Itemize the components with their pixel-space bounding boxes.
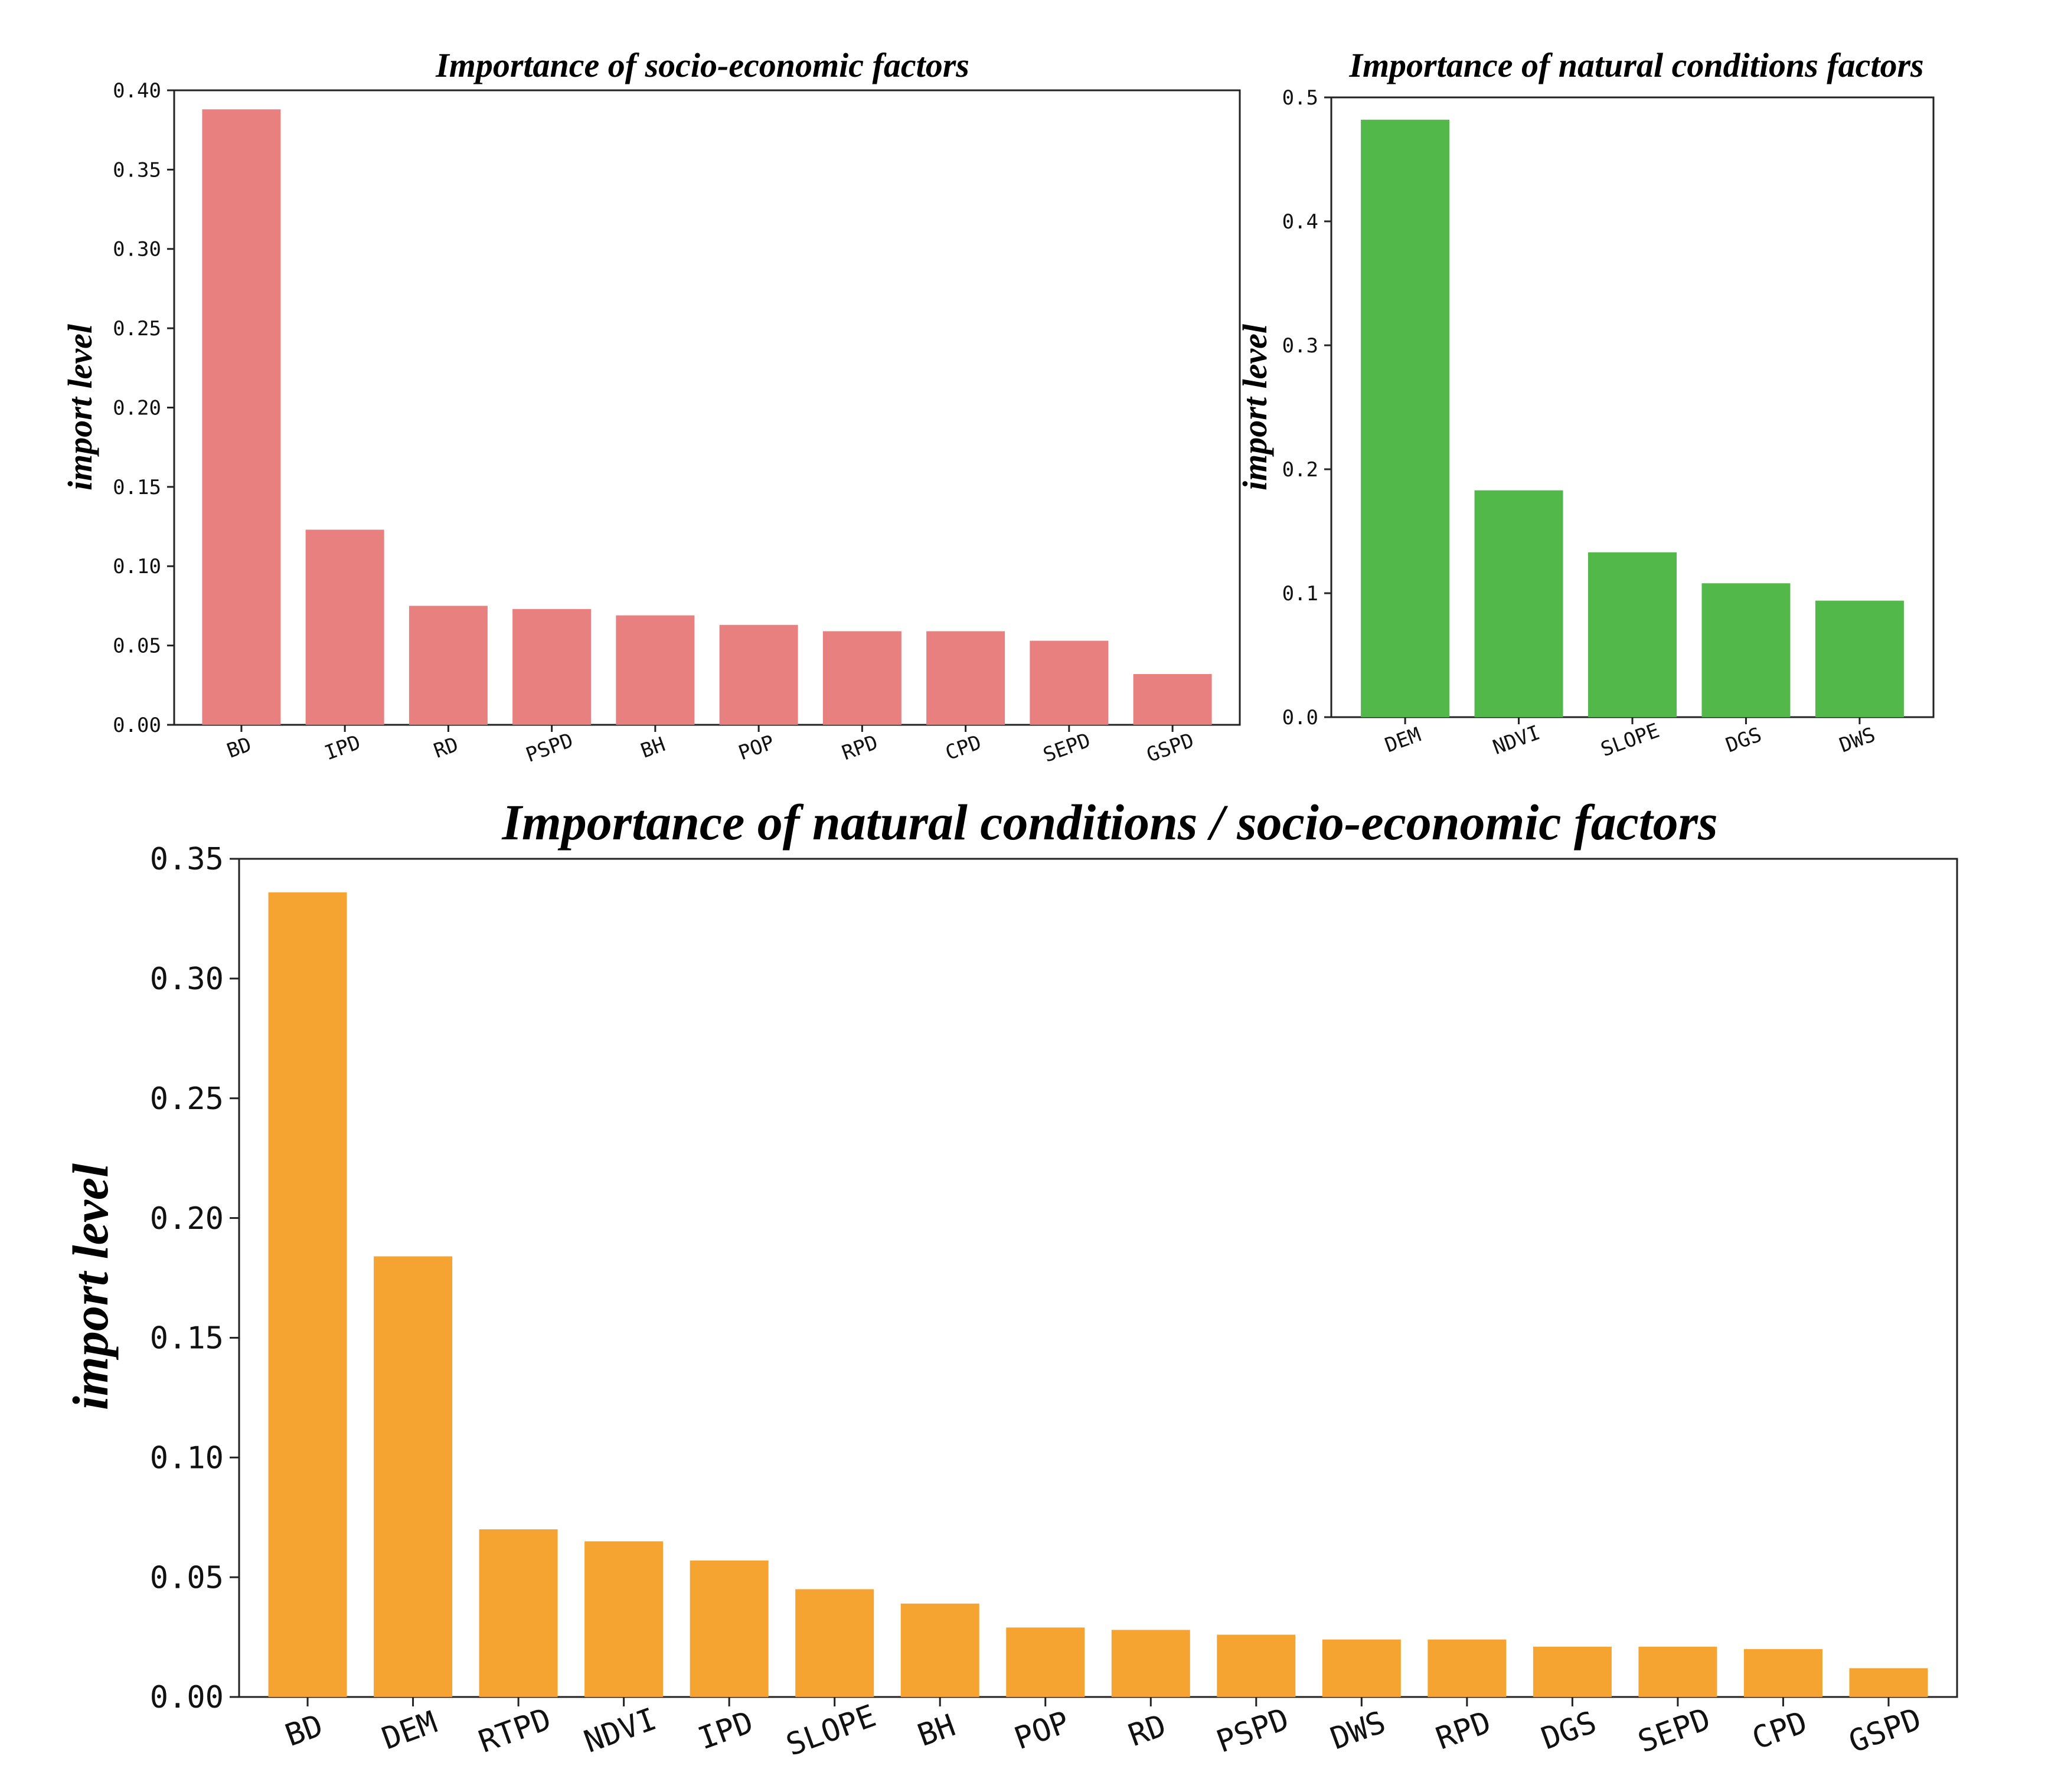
x-tick-label: SEPD [1040,728,1094,767]
y-tick-label: 0.2 [1282,458,1318,482]
bar-slope [795,1589,874,1697]
x-tick-label: RD [431,733,462,763]
x-tick-label: BD [281,1708,328,1754]
chart-combined-factors: Importance of natural conditions / socio… [62,794,1958,1763]
x-tick-label: RPD [1432,1705,1496,1757]
x-tick-label: DGS [1723,723,1765,758]
bar-gspd [1133,674,1212,725]
bar-ndvi [584,1541,664,1697]
bar-sepd [1638,1646,1717,1697]
x-tick-label: POP [736,731,778,766]
x-tick-label: BH [638,733,668,763]
y-axis-label: import level [61,323,99,490]
bar-dem [374,1256,453,1697]
x-tick-label: CPD [1748,1705,1812,1757]
bar-rd [1111,1630,1190,1697]
x-tick-label: POP [1010,1705,1074,1757]
chart-title: Importance of natural conditions factors [1348,46,1923,84]
bar-rpd [1428,1639,1507,1697]
bar-dgs [1533,1646,1612,1697]
y-tick-label: 0.5 [1282,86,1318,110]
bar-cpd [926,631,1005,725]
bar-slope [1588,552,1677,717]
y-tick-label: 0.15 [150,1321,224,1356]
bar-ipd [690,1560,769,1697]
x-tick-label: IPD [694,1705,758,1757]
bar-sepd [1030,640,1109,725]
x-tick-label: DWS [1326,1705,1390,1757]
bar-rpd [822,631,901,725]
bar-cpd [1743,1649,1822,1697]
y-axis-label: import level [1236,323,1274,490]
x-tick-label: DEM [377,1705,442,1757]
y-tick-label: 0.20 [150,1201,224,1237]
bar-dem [1361,119,1450,718]
x-tick-label: DWS [1836,723,1878,758]
y-tick-label: 0.0 [1282,706,1318,730]
x-tick-label: SLOPE [1598,719,1662,762]
x-tick-label: SLOPE [782,1698,881,1763]
x-tick-label: DEM [1382,723,1424,758]
y-tick-label: 0.20 [113,396,161,420]
bar-bd [268,892,347,1697]
bar-bh [900,1603,979,1697]
x-tick-label: CPD [942,731,984,766]
y-tick-label: 0.4 [1282,210,1318,234]
y-tick-label: 0.10 [113,555,161,578]
x-tick-label: BH [913,1708,960,1754]
bar-ndvi [1474,490,1563,717]
chart-socio-economic: Importance of socio-economic factors imp… [61,46,1241,767]
chart-title: Importance of natural conditions / socio… [501,794,1717,851]
chart-title: Importance of socio-economic factors [435,46,969,84]
y-tick-label: 0.3 [1282,334,1318,358]
bar-rtpd [479,1529,558,1697]
bar-dws [1322,1639,1401,1697]
x-tick-label: DGS [1537,1705,1601,1757]
y-tick-label: 0.30 [150,962,224,997]
bar-pspd [1217,1634,1296,1697]
x-tick-label: GSPD [1144,728,1197,767]
x-tick-label: PSPD [1212,1702,1294,1760]
y-tick-label: 0.25 [113,317,161,341]
x-tick-label: GSPD [1844,1702,1926,1760]
bar-pop [1006,1627,1085,1697]
x-tick-label: RTPD [474,1702,556,1760]
y-tick-label: 0.1 [1282,582,1318,606]
y-tick-label: 0.35 [150,842,224,877]
x-tick-label: SEPD [1634,1702,1715,1760]
y-tick-label: 0.00 [113,714,161,737]
y-tick-label: 0.05 [113,635,161,658]
y-tick-label: 0.35 [113,158,161,182]
y-tick-label: 0.00 [150,1680,224,1715]
y-tick-label: 0.40 [113,79,161,103]
x-tick-label: BD [224,733,254,763]
bar-bd [202,109,281,725]
y-tick-label: 0.15 [113,476,161,499]
y-axis-label: import level [62,1163,119,1410]
x-tick-label: NDVI [1490,721,1543,760]
y-tick-label: 0.10 [150,1440,224,1476]
y-tick-label: 0.30 [113,238,161,261]
y-tick-label: 0.05 [150,1560,224,1595]
y-tick-label: 0.25 [150,1081,224,1117]
bar-dgs [1701,583,1791,717]
x-tick-label: RPD [839,731,881,766]
x-tick-label: NDVI [580,1702,661,1760]
x-tick-label: PSPD [523,728,577,767]
bar-bh [616,615,695,725]
x-tick-label: RD [1124,1708,1171,1754]
bar-gspd [1849,1668,1928,1697]
bar-rd [409,606,488,725]
chart-natural-conditions: Importance of natural conditions factors… [1236,46,1935,762]
x-tick-label: IPD [322,731,364,766]
bar-dws [1815,600,1904,717]
bar-pspd [512,609,592,725]
bar-pop [719,624,798,725]
plot-frame [238,858,1958,1698]
bar-ipd [305,529,384,725]
